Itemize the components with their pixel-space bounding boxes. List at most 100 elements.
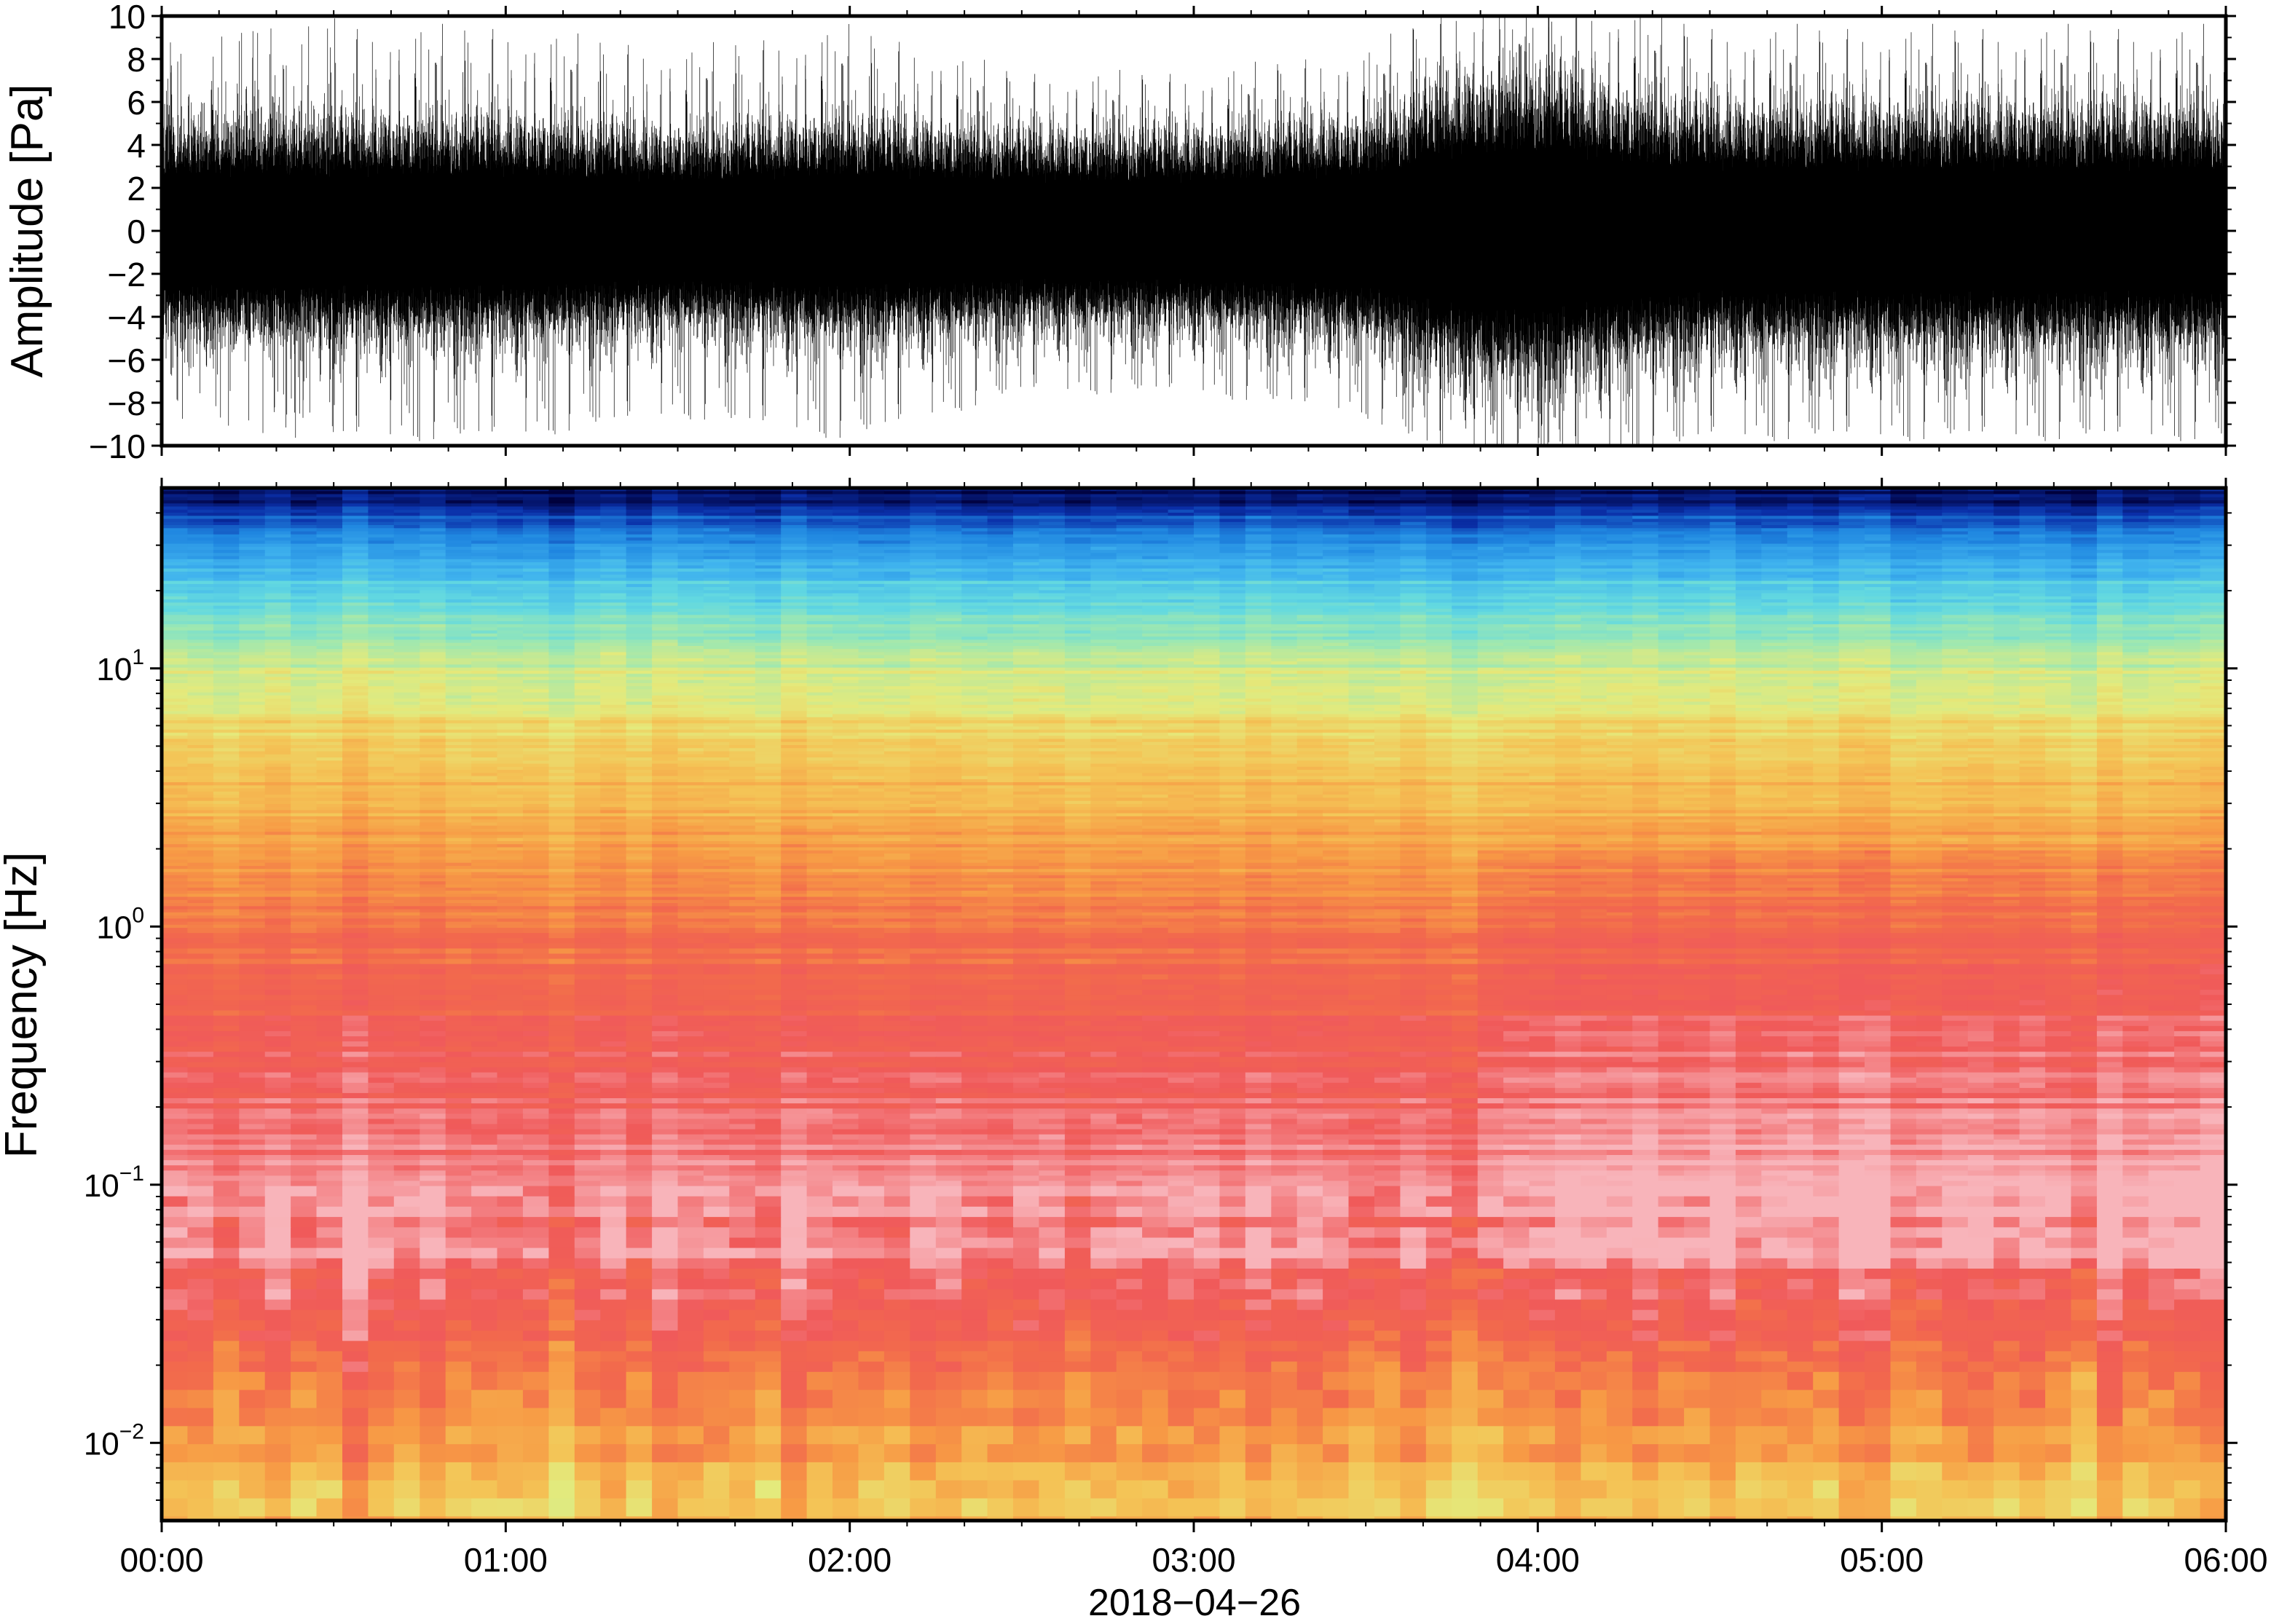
spectrogram-cell	[420, 525, 446, 529]
spectrogram-cell	[1813, 503, 1840, 508]
spectrogram-cell	[626, 513, 653, 517]
spectrogram-cell	[420, 553, 446, 557]
spectrogram-cell	[1967, 528, 1995, 532]
spectrogram-cell	[781, 513, 808, 517]
spectrogram-cell	[1477, 500, 1505, 505]
spectrogram-cell	[1581, 491, 1607, 495]
spectrogram-cell	[703, 550, 731, 554]
spectrogram-cell	[393, 513, 421, 517]
spectrogram-cell	[1219, 525, 1246, 529]
spectrogram-cell	[806, 550, 833, 554]
spectrogram-cell	[2122, 503, 2149, 508]
spectrogram-cell	[833, 494, 859, 498]
spectrogram-cell	[600, 534, 627, 539]
spectrogram-cell	[626, 491, 653, 495]
spectrogram-cell	[935, 503, 963, 508]
spectrogram-cell	[2071, 537, 2098, 542]
spectrogram-cell	[291, 553, 318, 557]
spectrogram-cell	[1709, 519, 1736, 523]
spectrogram-cell	[2071, 534, 2098, 539]
spectrogram-cell	[574, 494, 602, 498]
spectrogram-cell	[987, 556, 1014, 560]
spectrogram-cell	[833, 516, 859, 520]
spectrogram-cell	[1735, 491, 1763, 495]
spectrogram-cell	[1219, 528, 1246, 532]
spectrogram-cell	[2200, 553, 2226, 557]
spectrogram-cell	[1296, 550, 1324, 554]
spectrogram-cell	[729, 500, 756, 505]
spectrogram-cell	[703, 491, 731, 495]
spectrogram-cell	[1348, 494, 1375, 498]
spectrogram-cell	[858, 543, 885, 548]
spectrogram-cell	[833, 519, 859, 523]
spectrogram-cell	[1658, 528, 1685, 532]
spectrogram-cell	[1761, 540, 1788, 545]
amplitude-tick-label: −8	[108, 385, 146, 422]
spectrogram-cell	[393, 521, 421, 527]
spectrogram-cell	[1735, 525, 1763, 529]
spectrogram-cell	[1168, 503, 1194, 508]
spectrogram-cell	[1942, 519, 1969, 523]
spectrogram-cell	[1452, 506, 1479, 511]
spectrogram-cell	[2096, 528, 2124, 532]
spectrogram-cell	[2174, 494, 2201, 498]
spectrogram-cell	[239, 540, 266, 545]
spectrogram-cell	[574, 500, 602, 505]
spectrogram-cell	[1554, 550, 1582, 554]
spectrogram-cell	[910, 546, 937, 551]
spectrogram-cell	[1348, 546, 1375, 551]
spectrogram-cell	[213, 497, 240, 502]
spectrogram-cell	[445, 503, 473, 508]
spectrogram-cell	[806, 534, 833, 539]
spectrogram-cell	[961, 506, 988, 511]
spectrogram-cell	[1039, 525, 1066, 529]
spectrogram-cell	[729, 494, 756, 498]
spectrogram-cell	[1168, 509, 1194, 514]
spectrogram-cell	[1013, 531, 1040, 535]
spectrogram-cell	[2019, 503, 2046, 508]
spectrogram-cell	[1632, 528, 1659, 532]
spectrogram-cell	[1168, 488, 1194, 492]
spectrogram-cell	[1245, 525, 1272, 529]
spectrogram-cell	[445, 488, 473, 492]
spectrogram-cell	[1967, 543, 1995, 548]
spectrogram-cell	[1890, 525, 1917, 529]
spectrogram-cell	[162, 556, 189, 560]
spectrogram-cell	[1142, 534, 1169, 539]
spectrogram-cell	[677, 500, 704, 505]
spectrogram-cell	[1735, 528, 1763, 532]
spectrogram-cell	[1090, 500, 1117, 505]
spectrogram-cell	[1116, 509, 1144, 514]
spectrogram-cell	[833, 534, 859, 539]
spectrogram-cell	[1865, 531, 1892, 535]
spectrogram-cell	[522, 494, 550, 498]
spectrogram-cell	[291, 534, 318, 539]
spectrogram-cell	[291, 521, 318, 527]
spectrogram-cell	[600, 521, 627, 527]
spectrogram-cell	[1581, 521, 1607, 527]
spectrogram-cell	[1168, 556, 1194, 560]
spectrogram-cell	[600, 540, 627, 545]
spectrogram-cell	[1581, 553, 1607, 557]
spectrogram-cell	[497, 546, 524, 551]
spectrogram-cell	[1581, 543, 1607, 548]
spectrogram-cell	[2200, 537, 2226, 542]
spectrogram-cell	[2122, 550, 2149, 554]
spectrogram-cell	[264, 521, 292, 527]
spectrogram-cell	[1606, 546, 1634, 551]
spectrogram-cell	[1039, 500, 1066, 505]
spectrogram-cell	[1477, 497, 1505, 502]
spectrogram-cell	[2045, 550, 2072, 554]
spectrogram-cell	[1529, 516, 1556, 520]
spectrogram-cell	[1916, 488, 1943, 492]
spectrogram-cell	[1709, 491, 1736, 495]
spectrogram-cell	[2019, 540, 2046, 545]
spectrogram-cell	[1374, 550, 1401, 554]
spectrogram-cell	[1116, 543, 1144, 548]
spectrogram-cell	[1219, 500, 1246, 505]
spectrogram-cell	[883, 509, 911, 514]
spectrogram-cell	[1296, 506, 1324, 511]
spectrogram-cell	[1632, 500, 1659, 505]
spectrogram-cell	[1142, 509, 1169, 514]
spectrogram-cell	[264, 528, 292, 532]
